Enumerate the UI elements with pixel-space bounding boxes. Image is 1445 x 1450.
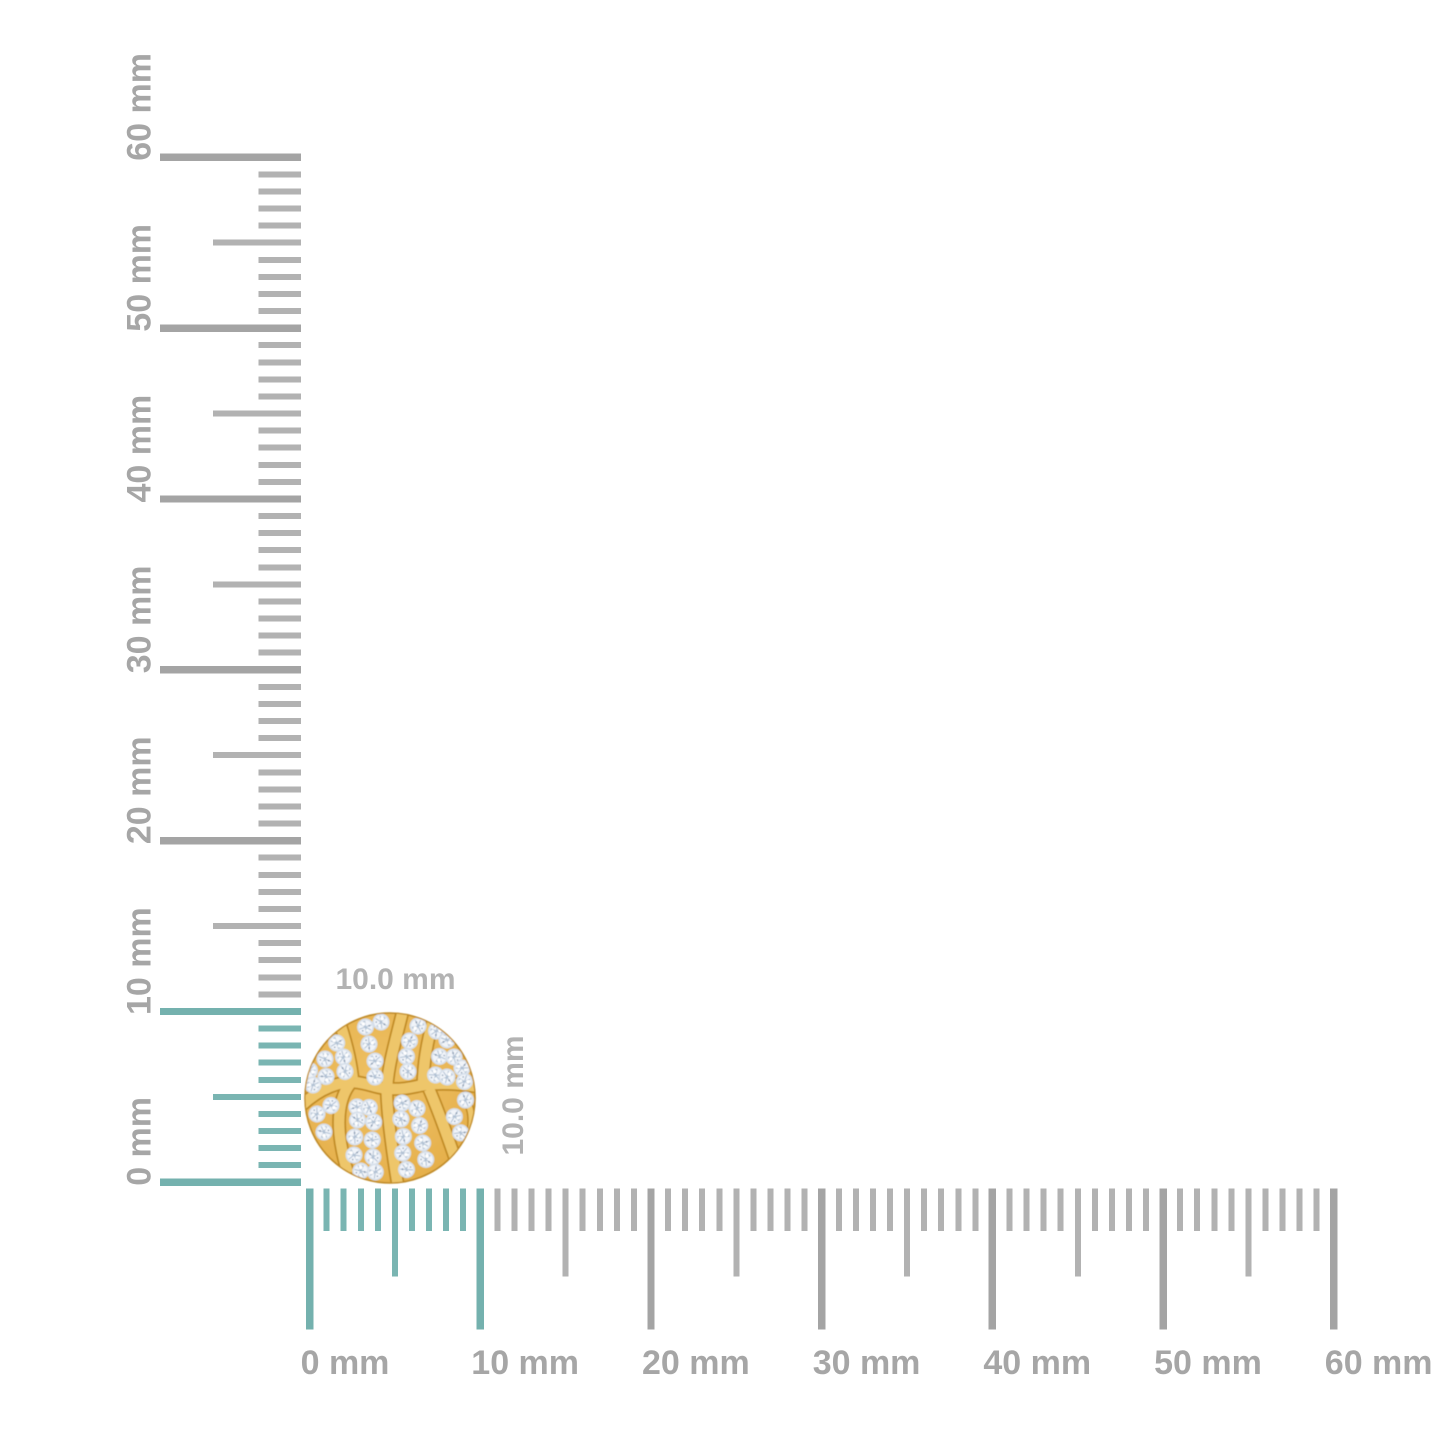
svg-text:20 mm: 20 mm xyxy=(642,1344,750,1382)
svg-text:20 mm: 20 mm xyxy=(121,736,159,844)
svg-text:10.0 mm: 10.0 mm xyxy=(497,1035,530,1155)
svg-text:60 mm: 60 mm xyxy=(1325,1344,1433,1382)
svg-text:30 mm: 30 mm xyxy=(813,1344,921,1382)
svg-text:0 mm: 0 mm xyxy=(121,1097,159,1186)
svg-text:0 mm: 0 mm xyxy=(301,1344,390,1382)
svg-text:10 mm: 10 mm xyxy=(121,907,159,1015)
svg-text:30 mm: 30 mm xyxy=(121,566,159,674)
svg-text:10.0 mm: 10.0 mm xyxy=(335,963,455,996)
svg-text:50 mm: 50 mm xyxy=(121,224,159,332)
svg-text:40 mm: 40 mm xyxy=(983,1344,1091,1382)
svg-text:10 mm: 10 mm xyxy=(471,1344,579,1382)
svg-text:50 mm: 50 mm xyxy=(1154,1344,1262,1382)
svg-text:40 mm: 40 mm xyxy=(121,395,159,503)
svg-text:60 mm: 60 mm xyxy=(121,53,159,161)
